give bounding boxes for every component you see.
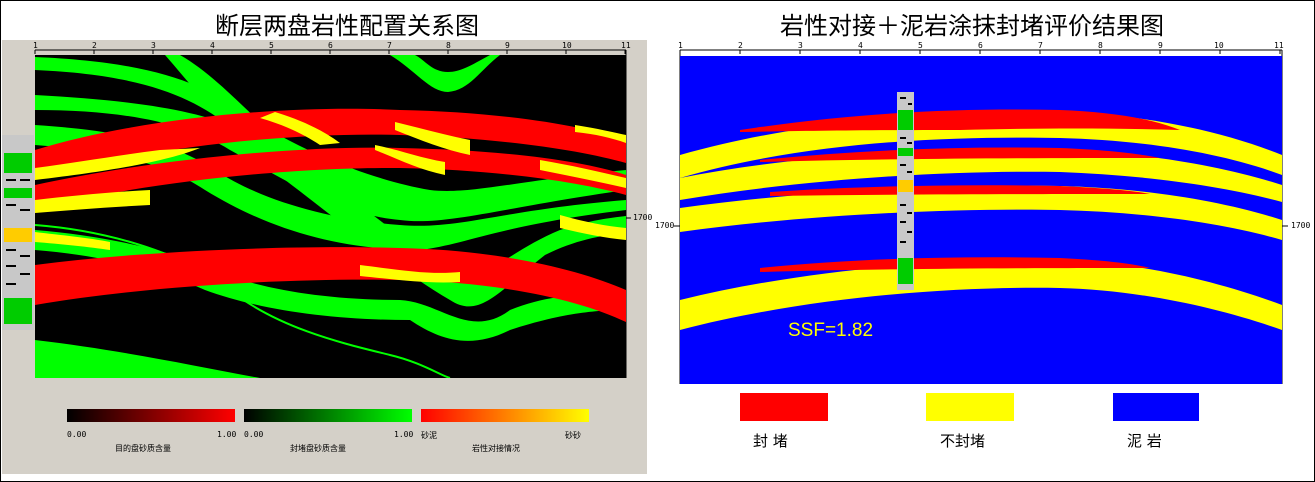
seal-sand-colorbar [244, 409, 412, 422]
legend-sealed-swatch [740, 393, 828, 421]
right-well-column [897, 92, 914, 290]
colorbar-min-label: 0.00 [244, 430, 264, 439]
right-x-tick-label: 3 [798, 41, 803, 50]
right-x-tick-label: 4 [858, 41, 863, 50]
right-x-ticks [674, 50, 1288, 227]
unsealed-band-4 [680, 259, 1282, 330]
sealed-lens-2 [760, 147, 1160, 162]
left-x-tick-label: 2 [92, 41, 97, 50]
legend-mudstone-label: 泥 岩 [1127, 432, 1162, 450]
right-depth-label-left: 1700 [655, 221, 675, 230]
left-juxtaposition-diagram [2, 49, 631, 378]
legend-mudstone-swatch [1113, 393, 1199, 421]
right-panel-title: 岩性对接＋泥岩涂抹封堵评价结果图 [780, 12, 1164, 40]
overlap-9 [360, 265, 460, 283]
left-x-tick-label: 7 [387, 41, 392, 50]
seal-band-3 [35, 125, 626, 250]
overlap-1 [35, 148, 200, 180]
right-x-tick-label: 9 [1158, 41, 1163, 50]
colorbar-max-label: 砂砂 [565, 431, 581, 440]
sealed-lens-4 [760, 257, 1150, 272]
unsealed-band-2 [680, 149, 1282, 202]
overlap-8 [35, 232, 110, 250]
seal-band-7 [390, 55, 500, 92]
left-panel-title: 断层两盘岩性配置关系图 [215, 12, 479, 40]
target-band-2 [35, 147, 626, 210]
colorbar-title: 目的盘砂质含量 [115, 444, 171, 453]
right-x-tick-label: 10 [1214, 41, 1224, 50]
left-x-tick-label: 11 [621, 41, 631, 50]
left-x-tick-label: 4 [210, 41, 215, 50]
colorbar-title: 封堵盘砂质含量 [290, 444, 346, 453]
colorbar-max-label: 1.00 [394, 430, 414, 439]
colorbar-min-label: 0.00 [67, 430, 87, 439]
right-x-tick-label: 6 [978, 41, 983, 50]
legend-unsealed-label: 不封堵 [940, 432, 986, 450]
sealed-lens-1 [740, 109, 1180, 132]
left-well-column [2, 135, 34, 330]
ssf-value: SSF=1.82 [788, 320, 874, 341]
target-band-1 [35, 108, 626, 180]
left-x-tick-label: 9 [505, 41, 510, 50]
unsealed-band-3 [680, 185, 1282, 240]
right-x-tick-label: 1 [678, 41, 683, 50]
seal-thin-line [35, 224, 451, 378]
left-x-tick-label: 6 [328, 41, 333, 50]
colorbar-title: 岩性对接情况 [472, 444, 520, 453]
right-seal-evaluation-diagram [674, 49, 1288, 384]
legend-sealed-label: 封 堵 [753, 432, 788, 450]
juxtaposition-colorbar [421, 409, 589, 422]
target-sand-colorbar [67, 409, 235, 422]
seal-band-6 [35, 340, 260, 378]
overlap-2 [260, 112, 340, 145]
target-band-3 [35, 247, 626, 322]
left-x-tick-label: 8 [446, 41, 451, 50]
sealed-lens-3 [770, 185, 1150, 196]
overlap-7 [540, 160, 626, 188]
left-x-tick-label: 3 [151, 41, 156, 50]
left-x-ticks [34, 50, 631, 219]
overlap-6 [375, 145, 445, 175]
left-x-tick-label: 10 [562, 41, 572, 50]
right-x-tick-label: 5 [918, 41, 923, 50]
overlap-4 [575, 125, 626, 143]
right-x-tick-label: 11 [1274, 41, 1284, 50]
right-x-tick-label: 7 [1038, 41, 1043, 50]
legend-unsealed-swatch [926, 393, 1014, 421]
overlap-3 [395, 122, 470, 155]
left-x-tick-label: 5 [269, 41, 274, 50]
seal-band-1 [35, 57, 626, 210]
overlap-5 [35, 190, 150, 213]
left-depth-label: 1700 [633, 213, 653, 222]
left-x-tick-label: 1 [33, 41, 38, 50]
colorbar-max-label: 1.00 [217, 430, 237, 439]
colorbar-min-label: 砂泥 [421, 431, 437, 440]
right-x-tick-label: 2 [738, 41, 743, 50]
right-depth-label-right: 1700 [1291, 221, 1311, 230]
overlap-10 [560, 215, 626, 240]
right-x-tick-label: 8 [1098, 41, 1103, 50]
